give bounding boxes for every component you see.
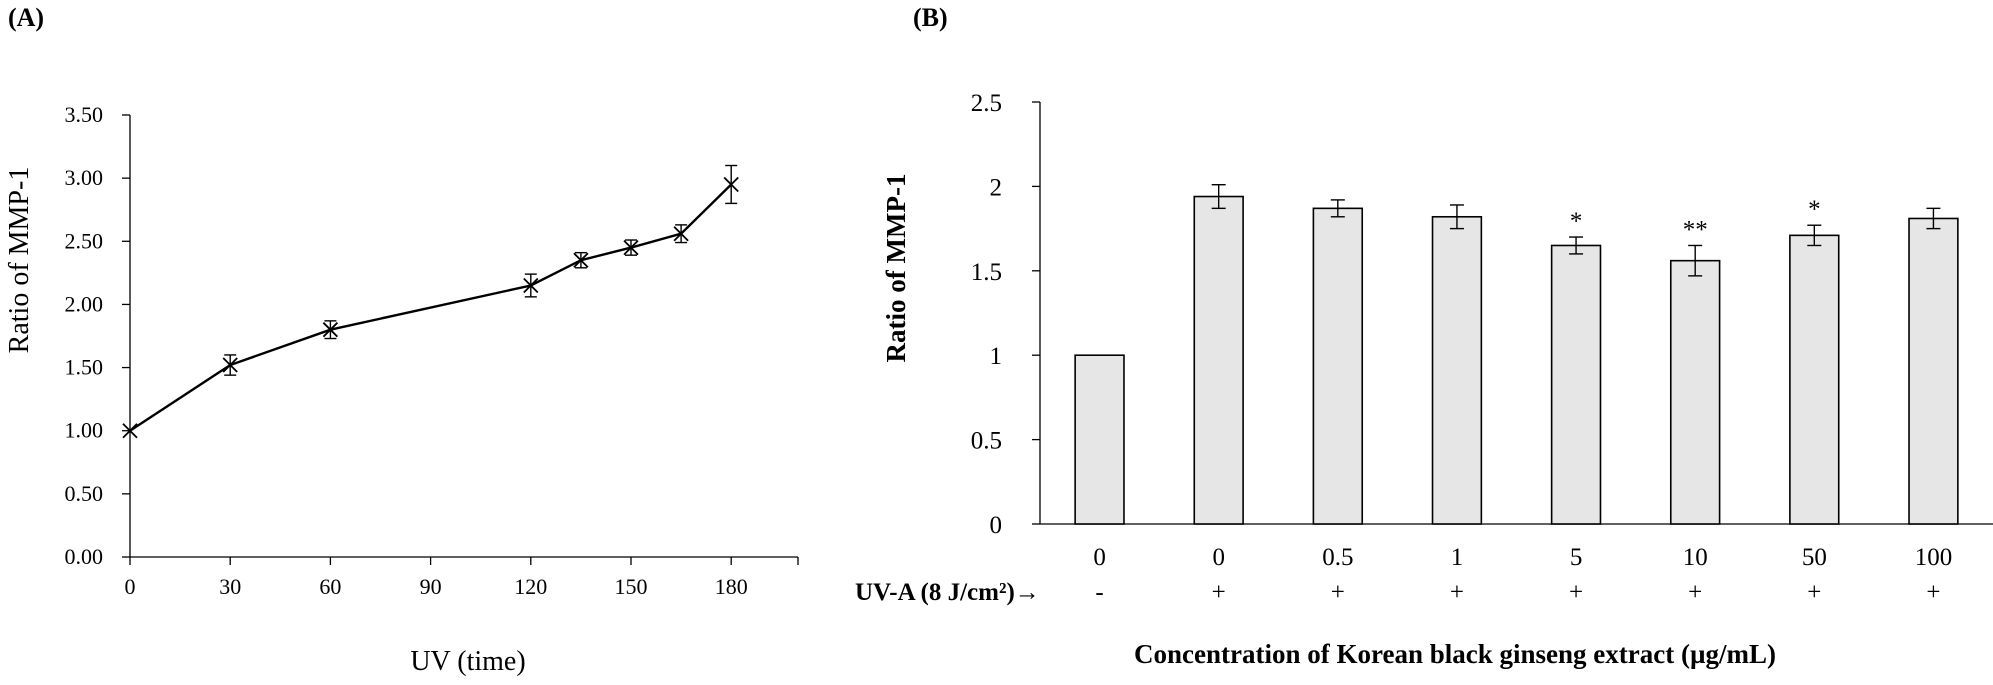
panel-b-y-tick-label: 2: [990, 174, 1003, 201]
panel-b-category-label: 0: [1212, 544, 1225, 571]
panel-a-marker-stroke: [723, 176, 739, 193]
panel-a-x-tick-label: 60: [319, 574, 341, 599]
panel-b-category-label: 5: [1570, 544, 1583, 571]
panel-b-y-tick-label: 1: [990, 343, 1003, 370]
panel-a-y-tick-label: 2.00: [65, 291, 104, 316]
panel-b-category-label: 50: [1802, 544, 1827, 571]
panel-a-x-marker: [523, 277, 539, 294]
panel-b-uv-sign: +: [1569, 579, 1583, 606]
panel-b-error-bar: [1688, 244, 1703, 277]
panel-b-error-bars: [1211, 184, 1941, 277]
panel-b-bar: [1550, 244, 1602, 525]
panel-a-x-tick-label: 150: [615, 574, 648, 599]
panel-a-y-tick-label: 2.50: [65, 228, 104, 253]
panel-a-x-tick-label: 120: [514, 574, 547, 599]
panel-b-category-label: 0.5: [1322, 544, 1353, 571]
panel-a-y-tick-label: 3.00: [65, 165, 104, 190]
panel-b-error-bar: [1330, 199, 1345, 218]
panel-a-y-tick-label: 3.50: [65, 102, 104, 127]
panel-b-uv-sign-labels: - + + + + + + +: [1095, 579, 1940, 606]
panel-a-x-tick-label: 180: [715, 574, 748, 599]
panel-a-x-axis-label: UV (time): [410, 646, 525, 677]
panel-a-marker-stroke: [573, 252, 589, 268]
panel-a-x-tick-label: 30: [219, 574, 241, 599]
panel-a-x-tick-labels: 0 30 60 90 120 150 180: [125, 574, 748, 599]
panel-b-uv-sign: +: [1450, 579, 1464, 606]
panel-b-bar: [1193, 195, 1244, 525]
panel-b-category-label: 100: [1915, 544, 1953, 571]
panel-a-x-marker: [322, 322, 339, 338]
panel-a-x-tick-label: 90: [420, 574, 442, 599]
panel-b-bars: [1074, 195, 1959, 525]
panel-b-significance-marks: * ***: [1570, 196, 1821, 243]
panel-a-y-tick-label: 1.00: [65, 418, 104, 443]
panel-a-x-marker: [122, 423, 138, 439]
panel-b-error-bar: [1211, 184, 1226, 210]
panel-b-uv-sign: +: [1688, 579, 1702, 606]
panel-b-category-label: 10: [1683, 544, 1708, 571]
panel-b-y-tick-label: 0.5: [971, 428, 1002, 455]
panel-a-label: (A): [8, 3, 44, 32]
panel-a-x-marker: [623, 239, 639, 256]
panel-a-x-marker: [723, 176, 739, 193]
panel-b-y-tick-label: 1.5: [971, 259, 1002, 286]
panel-b-error-bar: [1449, 204, 1464, 230]
panel-b-uv-sign: -: [1095, 579, 1103, 606]
panel-b-significance-mark: *: [1570, 208, 1583, 235]
panel-b-category-labels: 0 0 0.5 1 5 10 50 100: [1093, 544, 1952, 571]
panel-a-line-chart: (A) 0.00 0.50 1.00 1.50 2.00 2.50 3.00 3.50 0 30…: [4, 3, 799, 677]
panel-b-error-bar: [1807, 224, 1822, 247]
panel-a-y-tick-label: 0.50: [65, 481, 104, 506]
panel-b-category-label: 0: [1093, 544, 1106, 571]
panel-a-axes: [122, 114, 799, 565]
panel-b-bar: [1789, 234, 1840, 525]
panel-a-line: [129, 183, 733, 432]
panel-b-error-bar: [1926, 207, 1941, 230]
panel-b-y-tick-label: 0: [990, 512, 1003, 539]
panel-b-label: (B): [913, 3, 948, 32]
panel-a-y-tick-label: 0.00: [65, 544, 104, 569]
panel-b-uv-sign: +: [1926, 579, 1940, 606]
panel-a-marker-stroke: [673, 226, 689, 242]
panel-b-bar: [1312, 207, 1364, 525]
panel-a-series-line: [129, 183, 733, 432]
panel-b-bar-chart: (B) 00.511.522.5 * *** 0 0 0.5 1 5 10 50 100 - + +…: [855, 3, 1993, 669]
panel-b-bar: [1908, 217, 1959, 525]
panel-a-marker-stroke: [523, 277, 539, 294]
panel-a-x-marker: [673, 226, 689, 242]
panel-b-error-bar: [1569, 236, 1584, 255]
panel-b-uv-label: UV-A (8 J/cm²)→: [855, 579, 1040, 606]
panel-b-y-tick-labels: 0 0.5 1 1.5 2 2.5: [971, 90, 1002, 539]
panel-a-x-marker: [573, 252, 589, 268]
panel-a-marker-stroke: [623, 239, 639, 256]
panel-b-uv-sign: +: [1807, 579, 1821, 606]
panel-b-category-label: 1: [1451, 544, 1464, 571]
panel-b-significance-mark: **: [1683, 216, 1708, 243]
panel-b-y-tick-label: 2.5: [971, 90, 1002, 117]
panel-a-data-points: [122, 176, 739, 439]
panel-a-marker-stroke: [322, 322, 339, 338]
panel-a-x-marker: [222, 357, 238, 373]
panel-b-significance-mark: *: [1808, 196, 1821, 223]
panel-a-marker-stroke: [122, 423, 138, 439]
panel-a-x-tick-label: 0: [125, 574, 136, 599]
panel-b-x-axis-label: Concentration of Korean black ginseng ex…: [1134, 639, 1776, 669]
panel-b-bar: [1669, 259, 1721, 525]
panel-b-axes: [1032, 101, 1993, 525]
panel-b-y-axis-label: Ratio of MMP-1: [881, 174, 911, 363]
panel-b-bar: [1431, 215, 1483, 525]
panel-a-y-tick-label: 1.50: [65, 355, 104, 380]
panel-a-y-tick-labels: 0.00 0.50 1.00 1.50 2.00 2.50 3.00 3.50: [65, 102, 104, 569]
panel-a-y-axis-label: Ratio of MMP-1: [4, 167, 35, 354]
panel-b-uv-sign: +: [1331, 579, 1345, 606]
panel-a-marker-stroke: [222, 357, 238, 373]
panel-b-uv-sign: +: [1212, 579, 1226, 606]
panel-b-bar: [1074, 354, 1125, 525]
panel-a-error-bars: [224, 164, 738, 376]
